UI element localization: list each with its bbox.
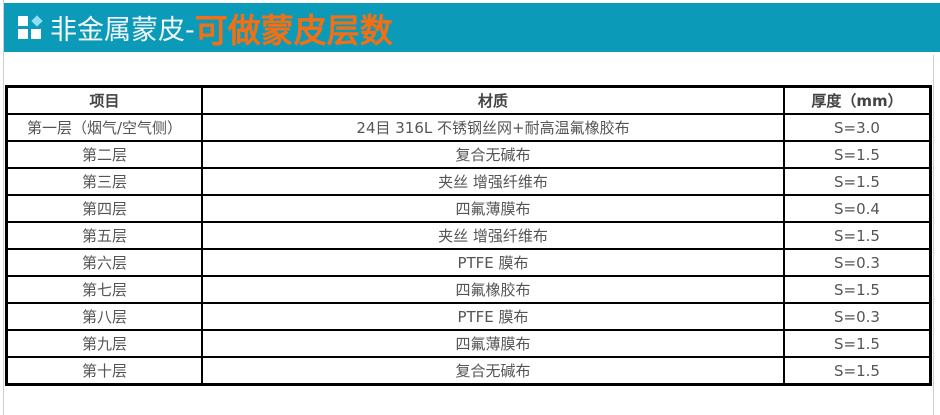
table-row: 第九层 四氟薄膜布 S=1.5 — [5, 329, 932, 358]
table-header: 项目 材质 厚度（mm） — [5, 85, 932, 115]
cell-material: 夹丝 增强纤维布 — [201, 167, 785, 196]
table-row: 第三层 夹丝 增强纤维布 S=1.5 — [5, 167, 932, 196]
cell-material: 四氟薄膜布 — [201, 194, 785, 223]
cell-thickness: S=1.5 — [783, 221, 932, 250]
cell-material: 四氟橡胶布 — [201, 275, 785, 304]
table-row: 第六层 PTFE 膜布 S=0.3 — [5, 248, 932, 277]
cell-material: 四氟薄膜布 — [201, 329, 785, 358]
cell-thickness: S=3.0 — [783, 113, 932, 142]
cell-thickness: S=1.5 — [783, 329, 932, 358]
cell-material: 24目 316L 不锈钢丝网+耐高温氟橡胶布 — [201, 113, 785, 142]
cell-layer: 第五层 — [5, 221, 203, 250]
table-row: 第二层 复合无碱布 S=1.5 — [5, 140, 932, 169]
table-row: 第五层 夹丝 增强纤维布 S=1.5 — [5, 221, 932, 250]
header-item: 项目 — [5, 85, 203, 115]
logo-icon — [18, 14, 43, 40]
layers-table: 项目 材质 厚度（mm） 第一层（烟气/空气侧） 24目 316L 不锈钢丝网+耐… — [5, 85, 932, 386]
header-thickness: 厚度（mm） — [783, 85, 932, 115]
cell-material: 复合无碱布 — [201, 140, 785, 169]
cell-thickness: S=1.5 — [783, 275, 932, 304]
cell-material: 复合无碱布 — [201, 356, 785, 386]
table-row: 第八层 PTFE 膜布 S=0.3 — [5, 302, 932, 331]
title-banner: 非金属蒙皮- 可做蒙皮层数 — [4, 3, 940, 52]
header-material: 材质 — [201, 85, 785, 115]
cell-material: PTFE 膜布 — [201, 302, 785, 331]
page-border-left — [3, 0, 4, 415]
page-border-right — [933, 55, 934, 415]
cell-thickness: S=1.5 — [783, 167, 932, 196]
table-row: 第七层 四氟橡胶布 S=1.5 — [5, 275, 932, 304]
cell-thickness: S=1.5 — [783, 140, 932, 169]
cell-thickness: S=1.5 — [783, 356, 932, 386]
cell-material: PTFE 膜布 — [201, 248, 785, 277]
cell-layer: 第二层 — [5, 140, 203, 169]
cell-layer: 第九层 — [5, 329, 203, 358]
cell-layer: 第一层（烟气/空气侧） — [5, 113, 203, 142]
table-row: 第四层 四氟薄膜布 S=0.4 — [5, 194, 932, 223]
cell-layer: 第四层 — [5, 194, 203, 223]
cell-material: 夹丝 增强纤维布 — [201, 221, 785, 250]
cell-layer: 第三层 — [5, 167, 203, 196]
cell-layer: 第六层 — [5, 248, 203, 277]
cell-thickness: S=0.4 — [783, 194, 932, 223]
table-row: 第一层（烟气/空气侧） 24目 316L 不锈钢丝网+耐高温氟橡胶布 S=3.0 — [5, 113, 932, 142]
banner-title: 非金属蒙皮- — [50, 15, 195, 46]
cell-layer: 第八层 — [5, 302, 203, 331]
cell-thickness: S=0.3 — [783, 248, 932, 277]
table-row: 第十层 复合无碱布 S=1.5 — [5, 356, 932, 386]
cell-thickness: S=0.3 — [783, 302, 932, 331]
cell-layer: 第七层 — [5, 275, 203, 304]
banner-highlight: 可做蒙皮层数 — [194, 10, 393, 50]
cell-layer: 第十层 — [5, 356, 203, 386]
